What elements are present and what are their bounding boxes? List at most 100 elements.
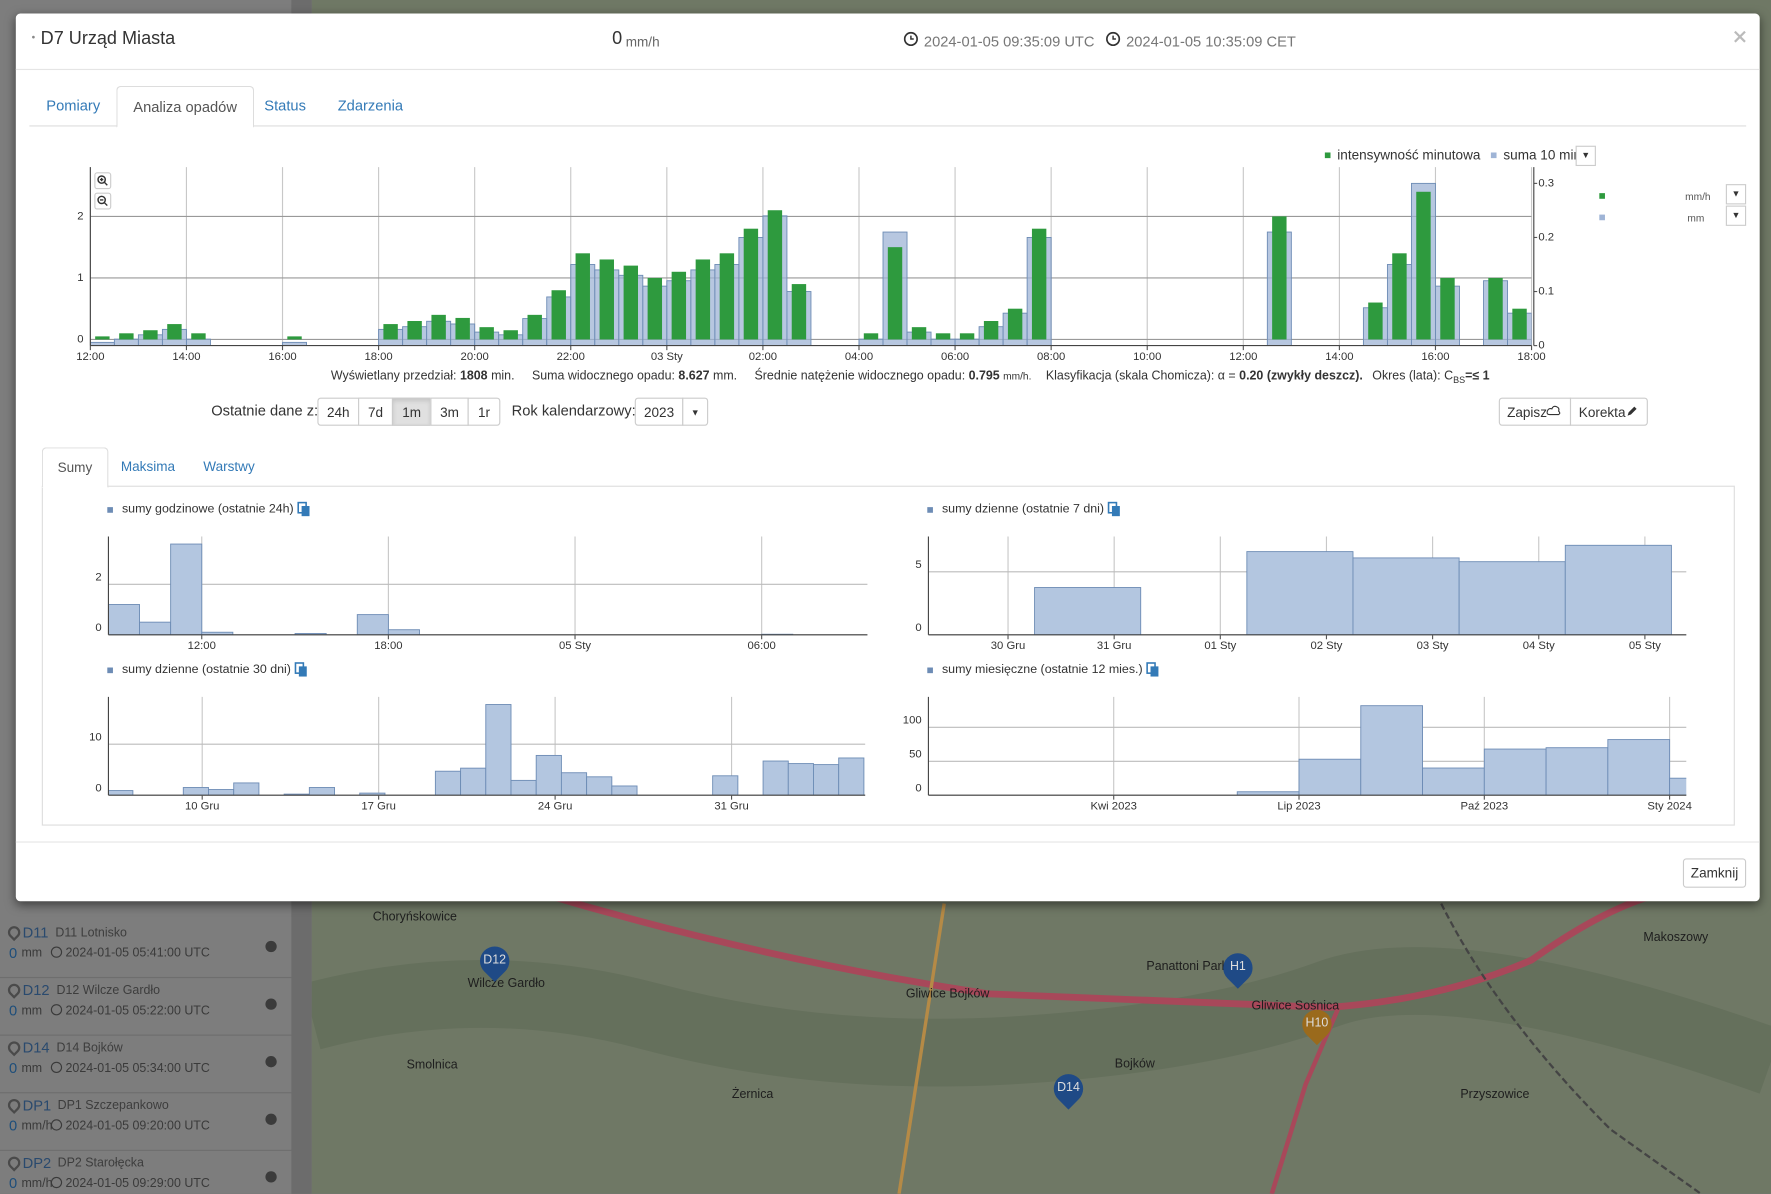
x-tick-label: 17 Gru — [361, 800, 396, 812]
x-tick-label: 20:00 — [461, 351, 489, 363]
bar — [931, 339, 955, 345]
zoom-in-button[interactable] — [95, 173, 111, 189]
x-tick-label: 04 Sty — [1523, 640, 1555, 652]
bar — [1272, 216, 1286, 339]
station-item[interactable]: D14D14 Bojków0mm2024-01-05 05:34:00 UTC — [0, 1036, 291, 1094]
bar — [1361, 706, 1423, 795]
x-tick-label: 14:00 — [1325, 351, 1353, 363]
bar — [1512, 309, 1526, 340]
bar — [108, 791, 133, 796]
station-item[interactable]: DP2DP2 Starołęcka0mm/h2024-01-05 09:29:0… — [0, 1151, 291, 1194]
bar — [888, 247, 902, 339]
copy-icon[interactable] — [299, 666, 307, 676]
station-value: 0 — [9, 1117, 17, 1134]
bar — [672, 272, 686, 340]
zoom-out-button[interactable] — [95, 193, 111, 209]
bar — [1353, 558, 1459, 635]
bar — [479, 327, 493, 339]
bar — [1608, 740, 1670, 796]
chart: 10 Gru17 Gru24 Gru31 Gru010sumy dzienne … — [89, 662, 865, 812]
chart: 30 Gru31 Gru01 Sty02 Sty03 Sty04 Sty05 S… — [915, 502, 1686, 652]
x-tick-label: 02:00 — [749, 351, 777, 363]
bar — [511, 780, 536, 795]
station-name: D12 Wilcze Gardło — [56, 984, 160, 998]
station-item[interactable]: D11D11 Lotnisko0mm2024-01-05 05:41:00 UT… — [0, 921, 291, 979]
copy-icon[interactable] — [1151, 666, 1159, 676]
station-id: D11 — [23, 924, 49, 941]
copy-icon[interactable] — [302, 506, 310, 516]
x-tick-label: 12:00 — [188, 640, 216, 652]
bar — [839, 758, 864, 795]
bar — [503, 330, 517, 339]
y-tick-label: 0 — [915, 622, 921, 634]
y-tick-label: 1 — [77, 272, 83, 284]
y-tick-label: 50 — [909, 748, 922, 760]
legend-swatch — [107, 507, 113, 513]
station-time: 2024-01-05 05:41:00 UTC — [66, 946, 210, 960]
station-name: DP2 Starołęcka — [58, 1157, 144, 1171]
bar — [357, 615, 388, 635]
x-tick-label: 18:00 — [1517, 351, 1545, 363]
station-item[interactable]: DP1DP1 Szczepankowo0mm/h2024-01-05 09:20… — [0, 1093, 291, 1151]
x-tick-label: 04:00 — [845, 351, 873, 363]
x-tick-label: 08:00 — [1037, 351, 1065, 363]
x-tick-label: 03 Sty — [651, 351, 683, 363]
station-value: 0 — [9, 1059, 17, 1076]
bar — [536, 755, 561, 795]
copy-icon[interactable] — [1112, 506, 1120, 516]
bar — [1459, 562, 1565, 635]
station-name: DP1 Szczepankowo — [58, 1099, 169, 1113]
map-label: Smolnica — [407, 1058, 458, 1072]
legend-swatch — [107, 668, 113, 674]
bar — [167, 324, 181, 339]
station-unit: mm — [21, 1062, 42, 1076]
chart: 12:0014:0016:0018:0020:0022:0003 Sty02:0… — [76, 167, 1554, 363]
legend-swatch — [927, 507, 933, 513]
map-label: Bojków — [1115, 1057, 1155, 1071]
charts-layer: 12:0014:0016:0018:0020:0022:0003 Sty02:0… — [0, 0, 1771, 904]
bar — [1416, 192, 1430, 340]
pin-icon — [5, 981, 23, 999]
x-tick-label: 05 Sty — [559, 640, 591, 652]
bar — [209, 790, 234, 796]
clock-icon — [51, 1062, 62, 1073]
station-id: DP2 — [23, 1154, 52, 1171]
clock-icon — [51, 1004, 62, 1015]
x-tick-label: 10 Gru — [185, 800, 220, 812]
bar — [600, 259, 614, 339]
station-id: D14 — [23, 1039, 50, 1056]
plot — [108, 705, 864, 796]
pin-icon — [5, 924, 23, 942]
map-label: Żernica — [732, 1088, 773, 1102]
bar — [528, 315, 542, 340]
y-tick-label: 0 — [95, 782, 101, 794]
x-tick-label: Sty 2024 — [1647, 800, 1692, 812]
x-tick-label: 12:00 — [76, 351, 104, 363]
bar — [612, 786, 637, 795]
map-label: Przyszowice — [1460, 1088, 1529, 1102]
x-tick-label: 31 Gru — [1097, 640, 1132, 652]
bar — [287, 336, 301, 339]
bar — [95, 336, 109, 339]
station-item[interactable]: D12D12 Wilcze Gardło0mm2024-01-05 05:22:… — [0, 978, 291, 1036]
bar — [1392, 253, 1406, 339]
bar — [407, 321, 421, 339]
bar — [813, 765, 838, 796]
status-dot — [265, 1056, 276, 1067]
bar — [1299, 759, 1361, 795]
bar — [1008, 309, 1022, 340]
bar — [114, 339, 138, 345]
station-name: D11 Lotnisko — [55, 926, 127, 940]
x-tick-label: 24 Gru — [538, 800, 573, 812]
station-time: 2024-01-05 09:29:00 UTC — [66, 1177, 210, 1191]
bar — [486, 705, 511, 796]
bar — [455, 318, 469, 340]
marker-label: H1 — [1223, 960, 1252, 974]
bar — [119, 333, 133, 339]
bar — [912, 327, 926, 339]
x-tick-label: 12:00 — [1229, 351, 1257, 363]
bar — [191, 333, 205, 339]
x-tick-label: Lip 2023 — [1277, 800, 1320, 812]
bar — [186, 339, 210, 345]
